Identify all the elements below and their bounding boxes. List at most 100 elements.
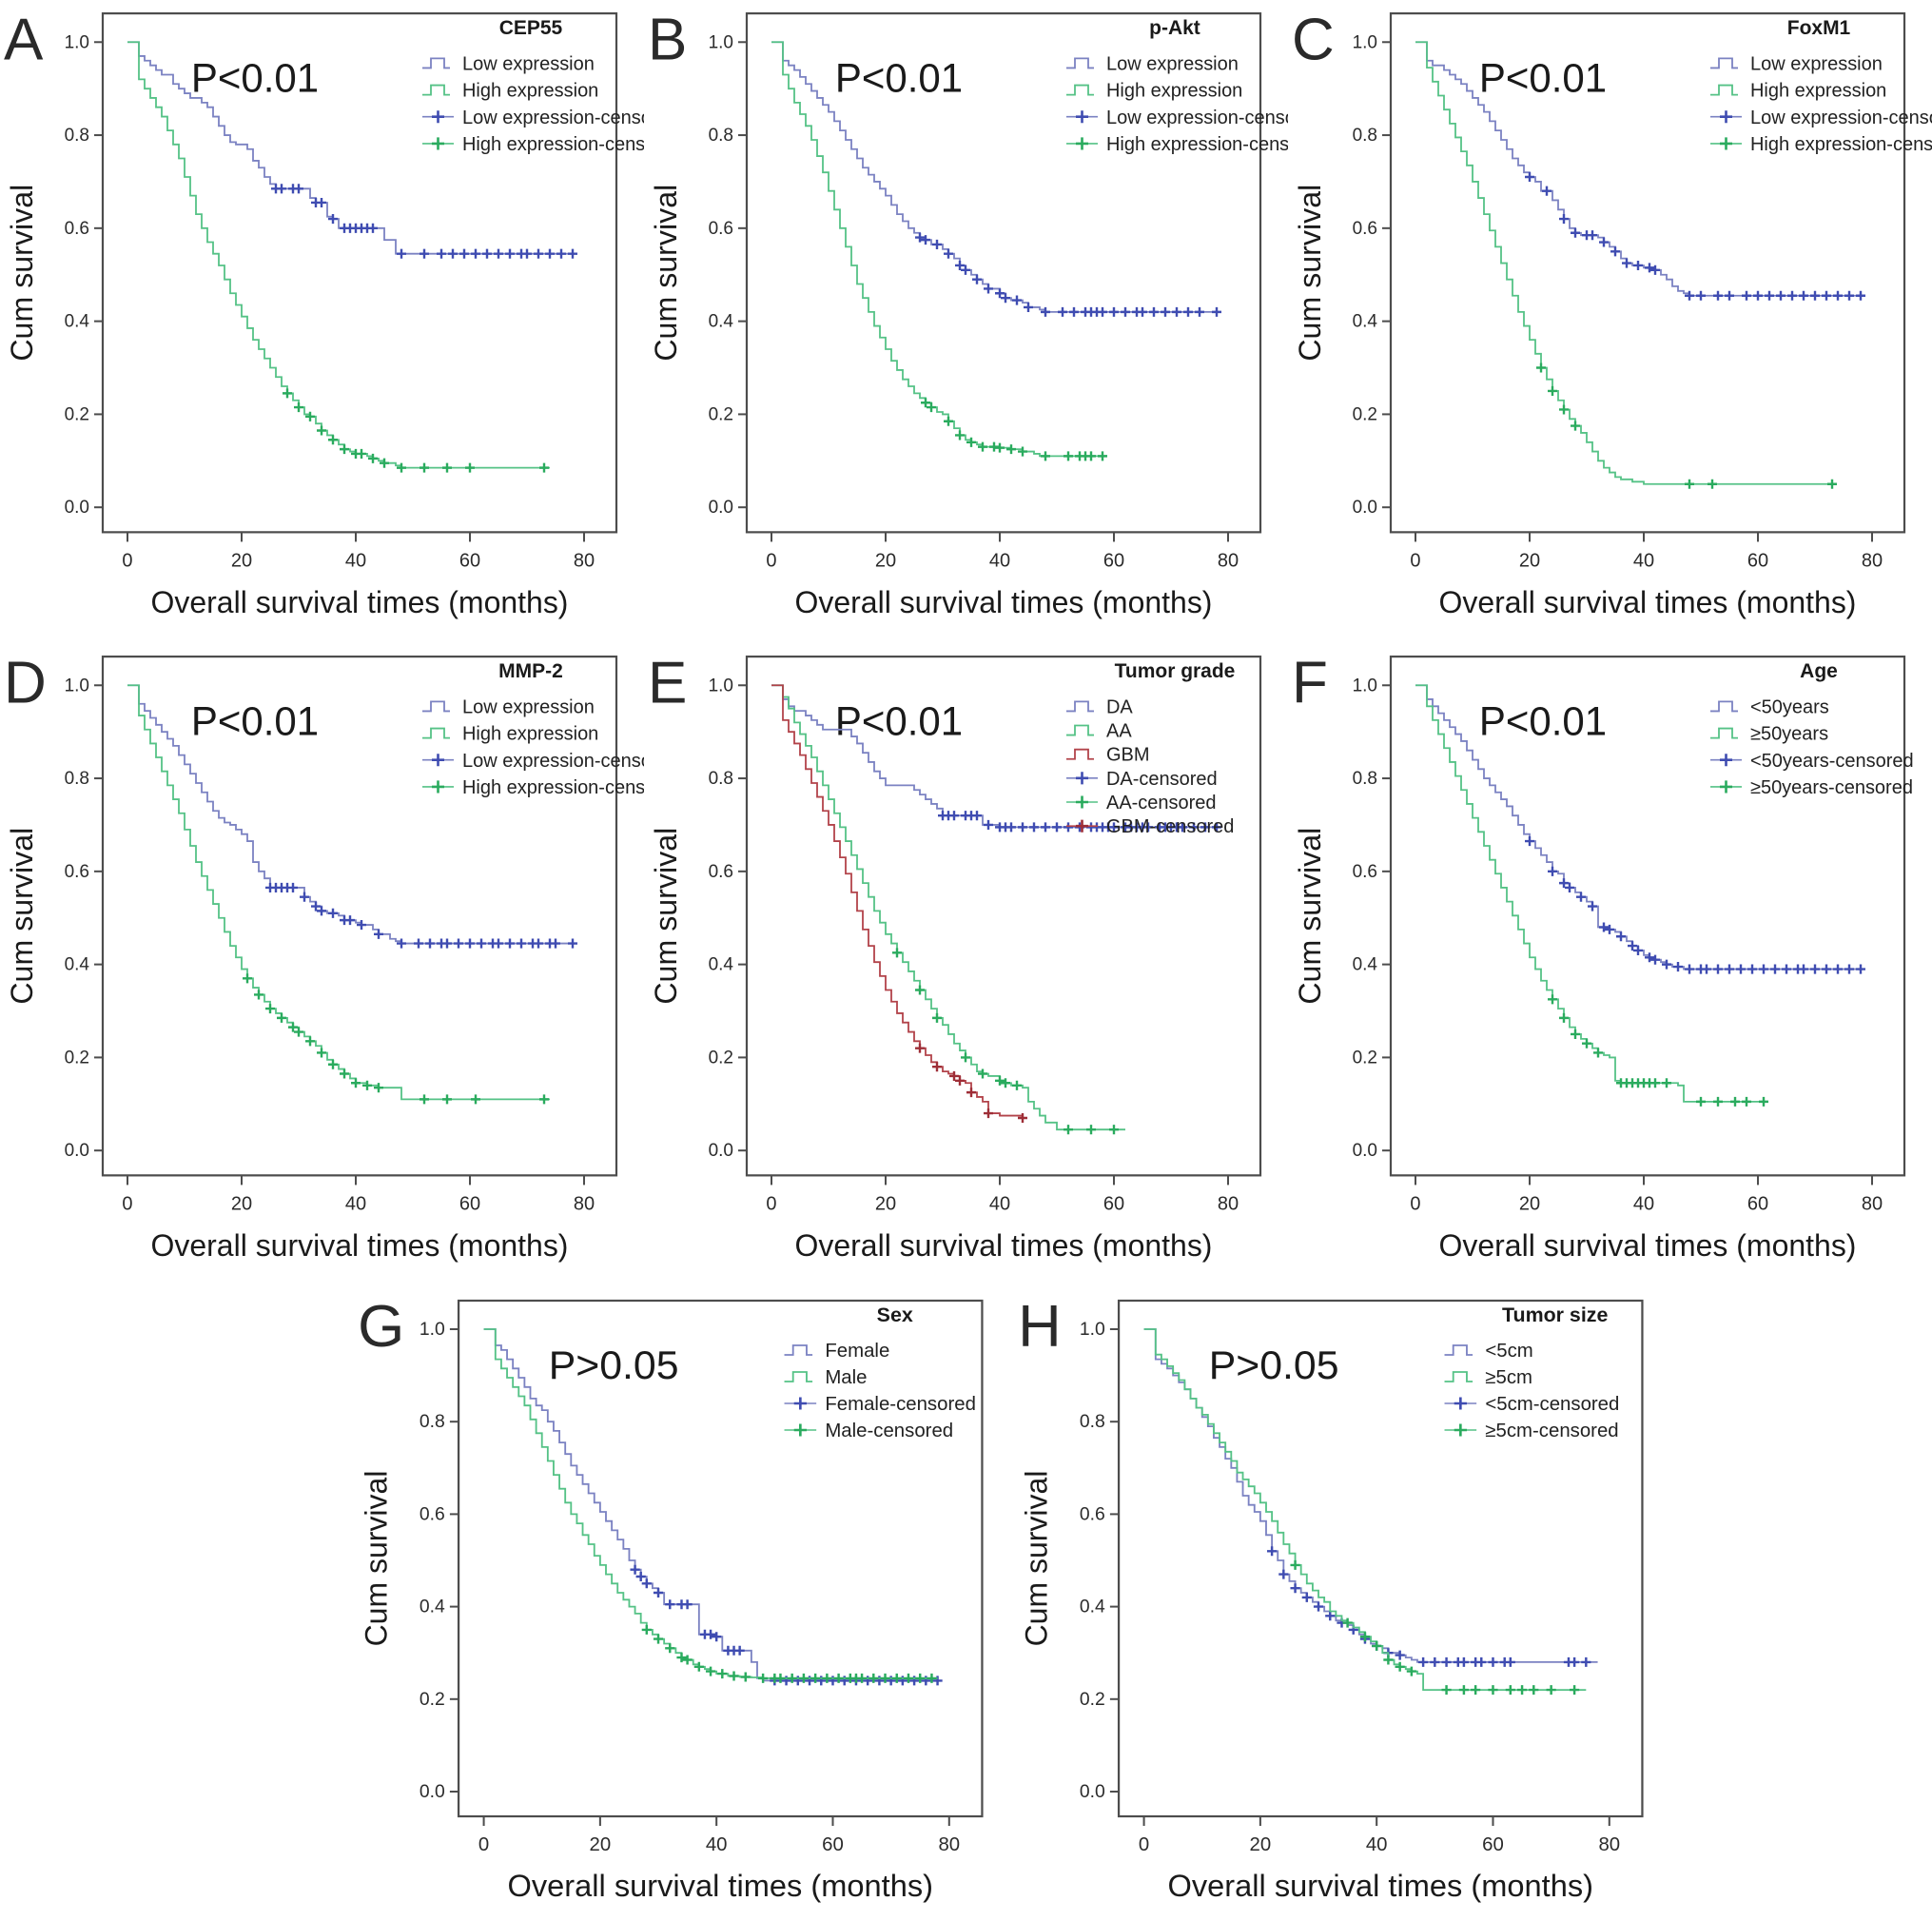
panel-letter: A — [4, 7, 44, 72]
x-tick-label: 20 — [1519, 551, 1540, 572]
y-tick-label: 0.4 — [1080, 1598, 1105, 1617]
panel-F: 1.0 0.8 0.6 0.4 0.2 0.0 0 20 40 60 80 Overall survi… — [1288, 643, 1932, 1279]
censored-marks-GBM — [915, 1043, 1027, 1124]
survival-curve-≥5cm — [1143, 1328, 1587, 1691]
x-tick-label: 20 — [590, 1834, 612, 1855]
plot-frame — [745, 11, 1262, 534]
legend-item: Low expression-censored — [422, 108, 644, 128]
x-tick-label: 60 — [459, 1194, 480, 1215]
legend-title: Sex — [877, 1304, 913, 1326]
y-tick-label: 1.0 — [709, 676, 733, 696]
legend-item-label: ≥5cm-censored — [1485, 1421, 1618, 1441]
y-tick-label: 1.0 — [709, 32, 733, 52]
x-axis-title: Overall survival times (months) — [1439, 1228, 1857, 1263]
censored-marks-Low expression — [1525, 171, 1865, 301]
y-axis-title: Cum survival — [649, 185, 683, 362]
y-tick-label: 0.6 — [709, 862, 733, 882]
survival-curve-Female — [483, 1328, 938, 1682]
y-tick-label: 0.6 — [65, 219, 89, 239]
panel-G: 1.0 0.8 0.6 0.4 0.2 0.0 0 20 40 60 80 Overall survi… — [354, 1287, 1010, 1919]
legend-item: High expression — [1066, 81, 1242, 102]
legend-item: <5cm-censored — [1444, 1394, 1619, 1415]
legend-item: Female — [784, 1341, 889, 1362]
legend-item: ≥5cm — [1444, 1367, 1532, 1388]
censored-marks-Low expression — [915, 232, 1221, 317]
panel-E: 1.0 0.8 0.6 0.4 0.2 0.0 0 20 40 60 80 Overall survi… — [644, 643, 1288, 1279]
y-tick-label: 1.0 — [1080, 1320, 1105, 1340]
x-tick-label: 60 — [1103, 551, 1124, 572]
legend-line-symbol — [1710, 84, 1738, 96]
y-tick-label: 0.6 — [1353, 862, 1377, 882]
y-tick-label: 0.4 — [65, 312, 90, 332]
legend-item: High expression-censored — [1066, 134, 1288, 155]
legend-censored-plus-icon — [1454, 1397, 1467, 1410]
y-axis-title: Cum survival — [5, 185, 39, 362]
legend-line-symbol — [1710, 57, 1738, 69]
legend: FoxM1 Low expression High expression Low ex… — [1710, 17, 1932, 155]
legend-item-label: Low expression — [1106, 53, 1239, 74]
x-tick-label: 0 — [122, 1194, 132, 1215]
x-tick-label: 0 — [122, 551, 132, 572]
plot-frame — [457, 1299, 984, 1818]
legend: MMP-2 Low expression High expression Low ex… — [422, 660, 644, 798]
panel-C: 1.0 0.8 0.6 0.4 0.2 0.0 0 20 40 60 80 Overall survi… — [1288, 0, 1932, 636]
legend-censored-plus-icon — [1076, 772, 1088, 785]
legend-item: Low expression — [1066, 53, 1239, 74]
legend-item-label: High expression — [462, 724, 598, 745]
legend-item: High expression — [422, 81, 598, 102]
y-tick-label: 0.6 — [1080, 1505, 1105, 1525]
x-tick-label: 60 — [1747, 551, 1768, 572]
p-value-label: P<0.01 — [1479, 698, 1607, 743]
legend: p-Akt Low expression High expression Low ex… — [1066, 17, 1288, 155]
panel-letter: H — [1018, 1294, 1062, 1360]
legend-item: ≥5cm-censored — [1444, 1421, 1619, 1441]
censored-marks-High expression — [243, 973, 549, 1105]
y-tick-label: 0.0 — [709, 1141, 733, 1161]
legend-item-label: High expression-censored — [462, 134, 644, 155]
survival-curve-DA — [771, 684, 1217, 829]
survival-curve-High expression — [771, 41, 1103, 458]
y-tick-label: 0.4 — [1353, 955, 1378, 975]
legend-line-symbol — [422, 84, 450, 96]
legend: Tumor size <5cm ≥5cm <5cm-censored ≥5cm-cens… — [1444, 1304, 1619, 1441]
censored-marks-Low expression — [271, 184, 577, 259]
x-tick-label: 80 — [1598, 1834, 1620, 1855]
legend-item: GBM-censored — [1066, 816, 1234, 837]
x-tick-label: 80 — [1862, 1194, 1883, 1215]
y-tick-label: 0.4 — [65, 955, 90, 975]
x-tick-label: 40 — [1633, 1194, 1654, 1215]
x-tick-label: 0 — [478, 1834, 489, 1855]
x-axis-title: Overall survival times (months) — [795, 1228, 1213, 1263]
legend-item-label: ≥50years-censored — [1750, 777, 1913, 798]
legend-item-label: <5cm-censored — [1485, 1394, 1619, 1415]
legend-item-label: Low expression — [462, 53, 595, 74]
y-axis-title: Cum survival — [649, 828, 683, 1005]
legend-item-label: AA — [1106, 721, 1132, 742]
y-tick-label: 0.0 — [65, 498, 89, 518]
p-value-label: P>0.05 — [549, 1343, 679, 1387]
y-tick-label: 0.8 — [65, 769, 89, 789]
legend-item-label: High expression — [462, 81, 598, 102]
legend-item-label: GBM — [1106, 745, 1150, 766]
y-tick-label: 0.0 — [65, 1141, 89, 1161]
legend-title: CEP55 — [499, 17, 563, 39]
censored-marks-High expression — [921, 398, 1107, 461]
x-tick-label: 40 — [706, 1834, 728, 1855]
legend-line-symbol — [1444, 1371, 1473, 1382]
legend-title: FoxM1 — [1787, 17, 1851, 39]
legend-item-label: AA-censored — [1106, 793, 1217, 813]
legend-censored-plus-icon — [432, 780, 444, 794]
legend-item: Low expression — [422, 53, 595, 74]
x-tick-label: 60 — [1103, 1194, 1124, 1215]
legend-censored-plus-icon — [1076, 819, 1088, 833]
y-tick-label: 0.8 — [1080, 1412, 1105, 1432]
legend-line-symbol — [1066, 748, 1094, 760]
x-axis-title: Overall survival times (months) — [151, 1228, 569, 1263]
x-tick-label: 20 — [875, 551, 896, 572]
x-tick-label: 20 — [1250, 1834, 1272, 1855]
x-tick-label: 0 — [766, 551, 776, 572]
